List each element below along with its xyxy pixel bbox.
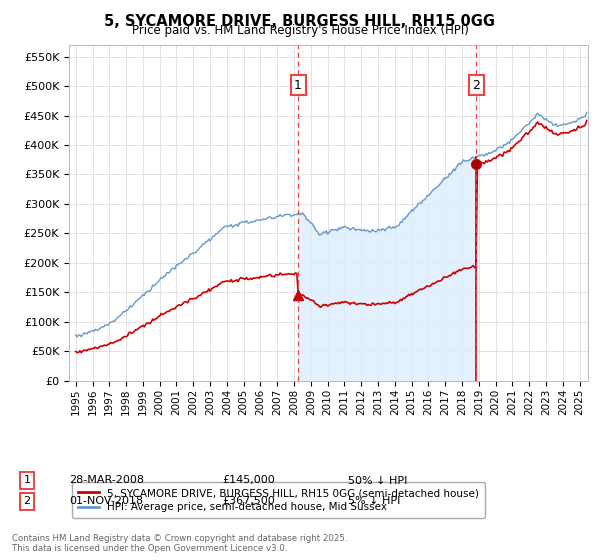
Text: Contains HM Land Registry data © Crown copyright and database right 2025.
This d: Contains HM Land Registry data © Crown c… (12, 534, 347, 553)
Text: £367,500: £367,500 (222, 496, 275, 506)
Text: £145,000: £145,000 (222, 475, 275, 486)
Text: 1: 1 (23, 475, 31, 486)
Text: Price paid vs. HM Land Registry's House Price Index (HPI): Price paid vs. HM Land Registry's House … (131, 24, 469, 37)
Text: 2: 2 (472, 78, 480, 92)
Text: 01-NOV-2018: 01-NOV-2018 (69, 496, 143, 506)
Text: 1: 1 (294, 78, 302, 92)
Text: 50% ↓ HPI: 50% ↓ HPI (348, 475, 407, 486)
Text: 2: 2 (23, 496, 31, 506)
Text: 28-MAR-2008: 28-MAR-2008 (69, 475, 144, 486)
Text: 5% ↓ HPI: 5% ↓ HPI (348, 496, 400, 506)
Text: 5, SYCAMORE DRIVE, BURGESS HILL, RH15 0GG: 5, SYCAMORE DRIVE, BURGESS HILL, RH15 0G… (104, 14, 496, 29)
Legend: 5, SYCAMORE DRIVE, BURGESS HILL, RH15 0GG (semi-detached house), HPI: Average pr: 5, SYCAMORE DRIVE, BURGESS HILL, RH15 0G… (71, 482, 485, 519)
